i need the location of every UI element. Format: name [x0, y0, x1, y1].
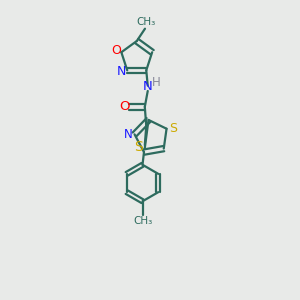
Text: S: S — [169, 122, 177, 135]
Text: H: H — [152, 76, 160, 88]
Text: O: O — [119, 100, 129, 113]
Text: N: N — [124, 128, 133, 141]
Text: N: N — [117, 65, 127, 78]
Text: CH₃: CH₃ — [133, 216, 152, 226]
Text: CH₃: CH₃ — [137, 17, 156, 27]
Text: O: O — [111, 44, 121, 57]
Text: N: N — [143, 80, 153, 93]
Text: S: S — [134, 140, 143, 154]
